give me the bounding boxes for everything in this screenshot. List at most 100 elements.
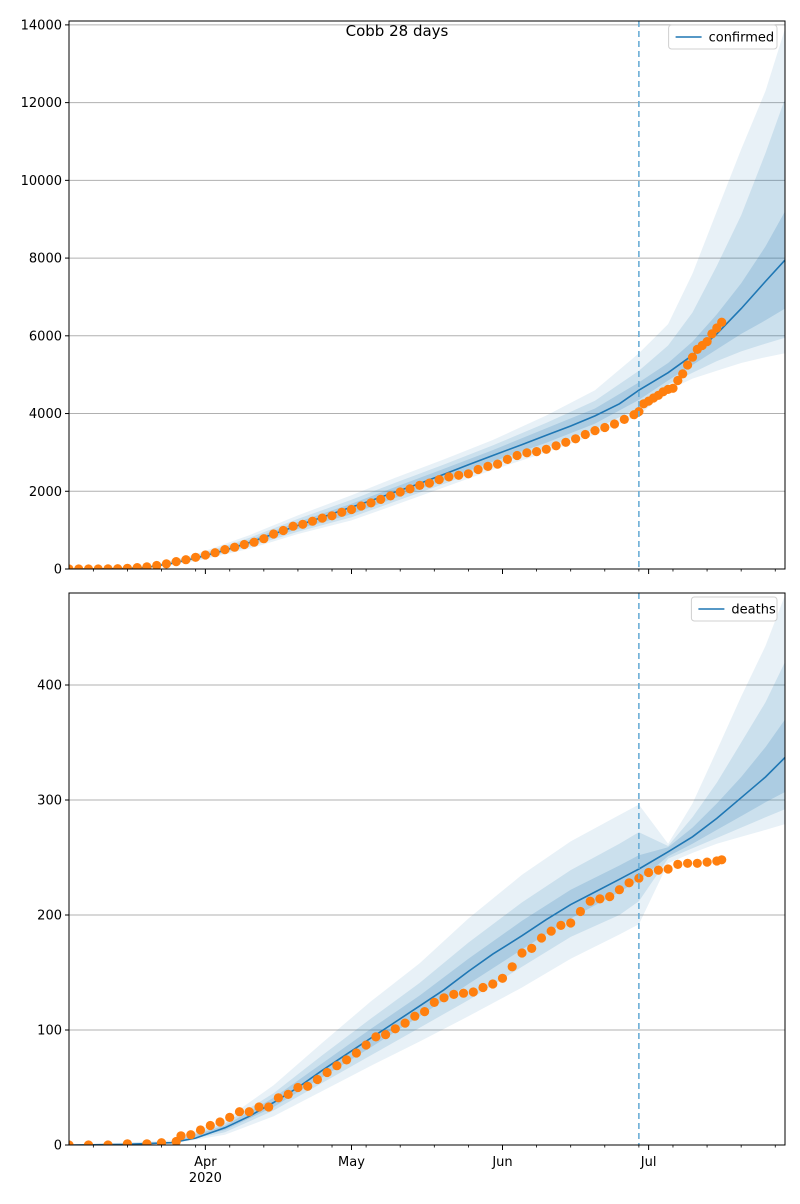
observed-point xyxy=(103,1140,113,1145)
x-tick-label: Jun xyxy=(491,1155,512,1170)
observed-point xyxy=(609,419,620,429)
observed-point xyxy=(473,464,483,475)
observed-point xyxy=(278,525,288,536)
legend: confirmed xyxy=(668,24,778,50)
observed-point xyxy=(249,537,259,547)
y-tick-label: 100 xyxy=(37,1024,62,1039)
legend-label: deaths xyxy=(731,603,776,618)
observed-point xyxy=(132,563,142,569)
observed-point xyxy=(673,375,683,386)
observed-point xyxy=(717,855,727,865)
observed-point xyxy=(195,1125,206,1135)
observed-point xyxy=(122,563,132,569)
observed-point xyxy=(663,864,673,874)
observed-point xyxy=(556,920,566,931)
y-tick-label: 300 xyxy=(37,794,62,809)
observed-point xyxy=(590,426,600,436)
y-tick-label: 4000 xyxy=(29,407,62,422)
y-tick-label: 200 xyxy=(37,909,62,924)
observed-point xyxy=(298,519,308,529)
observed-point xyxy=(493,459,503,469)
observed-point xyxy=(264,1102,274,1112)
observed-point xyxy=(683,858,693,868)
observed-point xyxy=(171,557,181,567)
observed-point xyxy=(156,1138,167,1145)
observed-point xyxy=(376,494,386,504)
observed-point xyxy=(678,369,688,379)
observed-point xyxy=(517,948,527,958)
observed-point xyxy=(541,444,551,454)
observed-point xyxy=(527,943,537,954)
y-tick-label: 2000 xyxy=(29,485,62,500)
observed-point xyxy=(488,979,498,989)
observed-point xyxy=(624,878,634,888)
observed-point xyxy=(585,896,595,906)
uncertainty-band-inner xyxy=(69,211,785,569)
observed-point xyxy=(234,1107,245,1117)
legend-label: confirmed xyxy=(709,31,775,46)
observed-point xyxy=(152,560,162,569)
observed-point xyxy=(259,534,269,544)
observed-point xyxy=(546,926,556,936)
observed-point xyxy=(385,491,396,501)
observed-point xyxy=(161,559,171,569)
observed-point xyxy=(566,918,576,928)
observed-point xyxy=(283,1089,293,1099)
observed-point xyxy=(512,450,522,461)
observed-point xyxy=(205,1120,215,1131)
observed-point xyxy=(463,469,473,479)
x-tick-label: Jul xyxy=(640,1155,657,1170)
observed-point xyxy=(215,1117,225,1127)
observed-point xyxy=(683,360,693,370)
observed-point xyxy=(444,472,454,482)
y-tick-label: 400 xyxy=(37,679,62,694)
uncertainty-band-outer xyxy=(69,595,785,1145)
observed-point xyxy=(424,478,434,488)
observed-point xyxy=(458,988,469,998)
observed-point xyxy=(103,564,113,569)
observed-point xyxy=(191,552,201,562)
observed-point xyxy=(356,501,366,511)
observed-point xyxy=(239,539,249,550)
observed-point xyxy=(254,1102,264,1112)
observed-point xyxy=(449,989,459,1000)
legend: deaths xyxy=(690,596,778,622)
chart-title: Cobb 28 days xyxy=(346,22,449,40)
observed-point xyxy=(293,1082,303,1093)
observed-point xyxy=(502,454,512,464)
observed-point xyxy=(483,461,493,471)
y-tick-label: 0 xyxy=(54,1139,62,1154)
observed-point xyxy=(361,1040,371,1050)
observed-point xyxy=(303,1081,313,1091)
observed-point xyxy=(69,1140,74,1145)
observed-point xyxy=(400,1018,410,1028)
observed-point xyxy=(415,480,425,490)
observed-point xyxy=(113,564,123,569)
confirmed-panel: 0 2000 4000 6000 8000 10000 12000 14000 confirme… xyxy=(21,18,786,578)
observed-point xyxy=(142,1139,152,1145)
observed-point xyxy=(653,865,664,875)
observed-point xyxy=(644,867,654,878)
x-tick-label: Apr xyxy=(194,1155,217,1170)
observed-point xyxy=(371,1032,381,1042)
observed-point xyxy=(69,564,74,569)
observed-point xyxy=(429,997,439,1008)
observed-point xyxy=(580,429,590,440)
observed-point xyxy=(536,933,547,943)
observed-point xyxy=(439,993,449,1003)
observed-point xyxy=(225,1112,235,1122)
y-tick-label: 8000 xyxy=(29,252,62,267)
observed-point xyxy=(200,550,210,560)
observed-point xyxy=(288,521,298,531)
legend-box xyxy=(690,596,778,622)
observed-point xyxy=(600,422,610,433)
observed-point xyxy=(692,858,702,868)
observed-point xyxy=(83,1140,94,1145)
observed-point xyxy=(551,441,561,451)
observed-point xyxy=(619,414,629,424)
observed-point xyxy=(273,1093,283,1103)
observed-point xyxy=(307,516,318,526)
observed-point xyxy=(668,383,678,393)
